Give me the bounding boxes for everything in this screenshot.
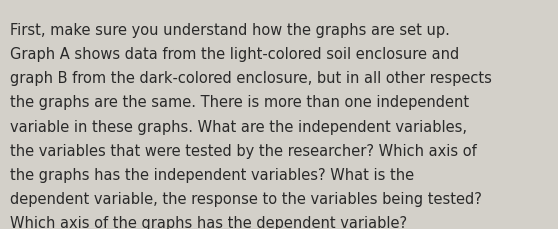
Text: graph B from the dark-colored enclosure, but in all other respects: graph B from the dark-colored enclosure,… (10, 71, 492, 86)
Text: Which axis of the graphs has the dependent variable?: Which axis of the graphs has the depende… (10, 215, 407, 229)
Text: the graphs are the same. There is more than one independent: the graphs are the same. There is more t… (10, 95, 469, 110)
Text: dependent variable, the response to the variables being tested?: dependent variable, the response to the … (10, 191, 482, 206)
Text: the graphs has the independent variables? What is the: the graphs has the independent variables… (10, 167, 414, 182)
Text: Graph A shows data from the light-colored soil enclosure and: Graph A shows data from the light-colore… (10, 47, 459, 62)
Text: variable in these graphs. What are the independent variables,: variable in these graphs. What are the i… (10, 119, 467, 134)
Text: First, make sure you understand how the graphs are set up.: First, make sure you understand how the … (10, 23, 450, 38)
Text: the variables that were tested by the researcher? Which axis of: the variables that were tested by the re… (10, 143, 477, 158)
